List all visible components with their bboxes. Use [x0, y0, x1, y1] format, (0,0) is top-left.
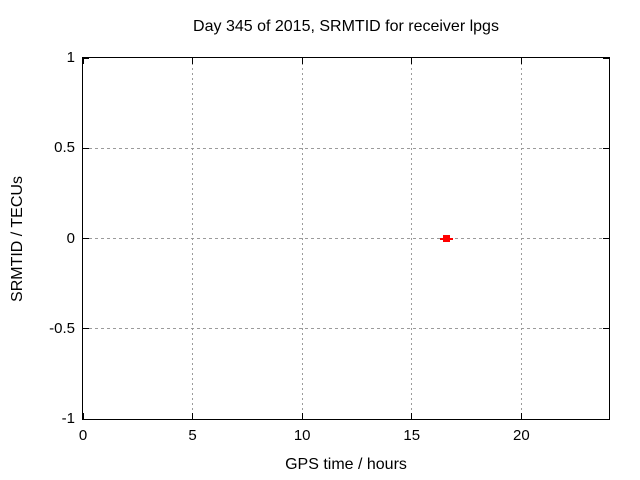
chart-title: Day 345 of 2015, SRMTID for receiver lpg… [193, 18, 499, 35]
gridline-horizontal [83, 238, 609, 239]
x-tick-label: 10 [293, 427, 311, 444]
y-tick-mark-left [83, 57, 89, 59]
x-tick-mark-bottom [520, 413, 522, 419]
gridline-horizontal [83, 328, 609, 330]
y-tick-mark-right [603, 57, 609, 59]
y-tick-label: -0.5 [49, 319, 75, 337]
y-tick-mark-left [83, 418, 89, 420]
y-tick-mark-left [83, 147, 89, 149]
y-tick-mark-right [603, 147, 609, 149]
data-point [443, 235, 451, 242]
x-tick-mark-top [520, 58, 522, 64]
y-tick-mark-left [83, 328, 89, 330]
y-tick-label: 0 [66, 229, 75, 247]
gridline-horizontal [83, 147, 609, 149]
x-tick-label: 20 [512, 427, 530, 444]
x-tick-mark-bottom [82, 413, 84, 419]
x-tick-mark-top [192, 58, 194, 64]
x-tick-label: 5 [188, 427, 197, 444]
y-tick-mark-right [603, 418, 609, 420]
x-tick-mark-bottom [411, 413, 413, 419]
y-tick-mark-right [603, 238, 609, 239]
y-tick-mark-left [83, 238, 89, 239]
x-tick-mark-top [411, 58, 413, 64]
x-tick-mark-top [301, 58, 303, 64]
y-tick-mark-right [603, 328, 609, 330]
x-tick-mark-bottom [301, 413, 303, 419]
y-tick-label: -1 [61, 410, 75, 427]
x-axis-label: GPS time / hours [285, 456, 407, 473]
x-tick-label: 15 [403, 427, 421, 444]
plot-area: 0 5 10 15 20 -1 -0.5 0 0.5 1 [49, 49, 610, 444]
y-axis-label: SRMTID / TECUs [9, 176, 26, 302]
x-tick-label: 0 [78, 427, 88, 444]
x-tick-mark-bottom [192, 413, 194, 419]
y-tick-label: 1 [66, 49, 75, 66]
x-tick-mark-top [82, 58, 84, 64]
y-tick-label: 0.5 [54, 139, 75, 157]
